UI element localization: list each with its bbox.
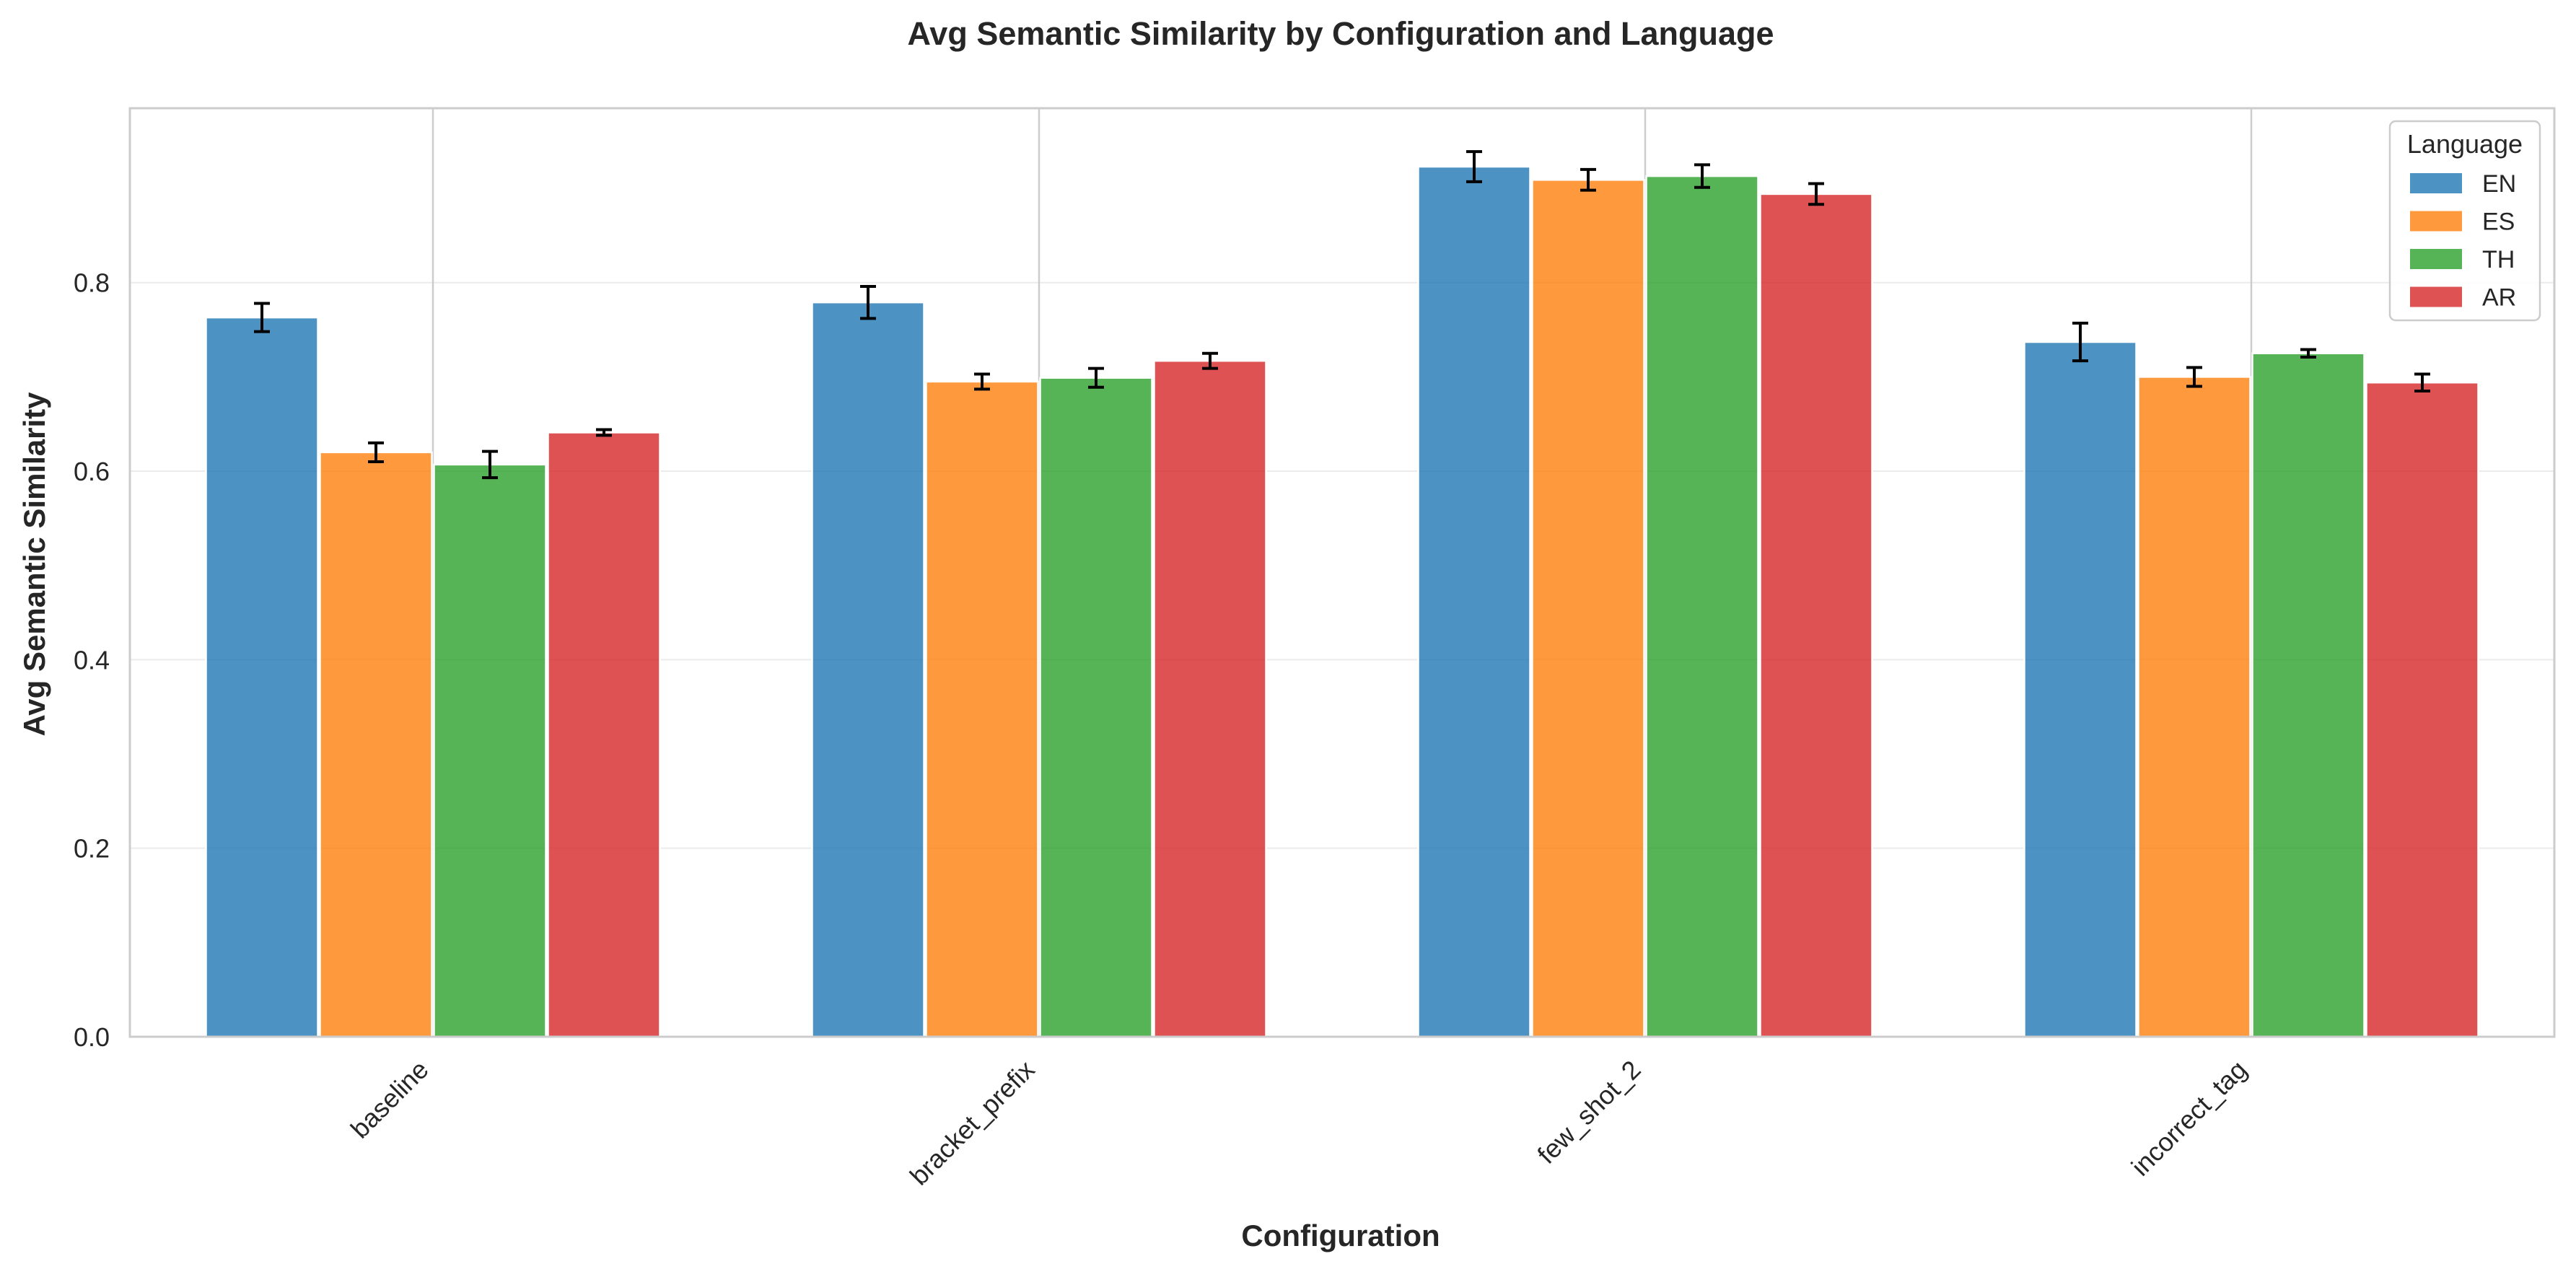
legend-swatch-ar [2410,286,2462,307]
legend-label-en: EN [2482,170,2516,198]
y-tick-label: 0.4 [74,645,110,675]
error-bar-ar-few_shot_2 [1808,182,1824,206]
bar-es-few_shot_2 [1531,179,1645,1038]
error-bar-en-incorrect_tag [2072,321,2088,363]
legend-title: Language [2407,129,2523,159]
bar-es-bracket_prefix [925,380,1039,1038]
legend-label-th: TH [2482,246,2515,273]
bar-en-few_shot_2 [1417,165,1531,1038]
y-axis-label: Avg Semantic Similarity [17,392,51,737]
legend-label-es: ES [2482,209,2515,236]
legend-swatch-en [2410,173,2462,193]
bar-ar-baseline [547,431,661,1038]
error-bar-es-few_shot_2 [1580,167,1596,192]
error-bar-th-incorrect_tag [2300,348,2316,359]
bar-en-baseline [205,316,319,1038]
bar-ar-bracket_prefix [1153,359,1267,1038]
error-bar-es-bracket_prefix [974,372,990,391]
error-bar-en-few_shot_2 [1466,150,1482,183]
bar-en-incorrect_tag [2023,341,2137,1038]
error-bar-th-bracket_prefix [1088,367,1104,389]
legend: Language EN ES TH AR [2388,120,2541,322]
error-bar-th-few_shot_2 [1694,163,1710,189]
error-bar-ar-incorrect_tag [2414,372,2430,392]
y-tick-label: 0.6 [74,457,110,486]
chart-title: Avg Semantic Similarity by Configuration… [907,15,1774,52]
bar-en-bracket_prefix [811,301,925,1038]
y-tick-label: 0.8 [74,268,110,298]
y-tick-label: 0.0 [74,1022,110,1052]
error-bar-en-baseline [254,302,270,333]
error-bar-ar-bracket_prefix [1202,351,1218,370]
bar-th-few_shot_2 [1645,175,1759,1038]
bar-ar-few_shot_2 [1759,193,1873,1038]
error-bar-th-baseline [482,449,498,480]
error-bar-es-incorrect_tag [2186,366,2202,388]
bar-th-incorrect_tag [2251,352,2365,1038]
bar-th-baseline [433,463,547,1038]
error-bar-en-bracket_prefix [860,284,876,320]
plot-frame [128,107,2556,1038]
x-axis-label: Configuration [1241,1219,1440,1252]
error-bar-ar-baseline [596,428,612,437]
bar-es-baseline [319,451,433,1038]
error-bar-es-baseline [368,441,384,463]
y-tick-label: 0.2 [74,834,110,864]
legend-swatch-th [2410,249,2462,269]
bar-es-incorrect_tag [2137,376,2251,1038]
legend-box [2388,120,2541,322]
bar-th-bracket_prefix [1039,377,1153,1038]
legend-swatch-es [2410,211,2462,232]
legend-label-ar: AR [2482,284,2516,312]
bar-ar-incorrect_tag [2365,381,2479,1038]
